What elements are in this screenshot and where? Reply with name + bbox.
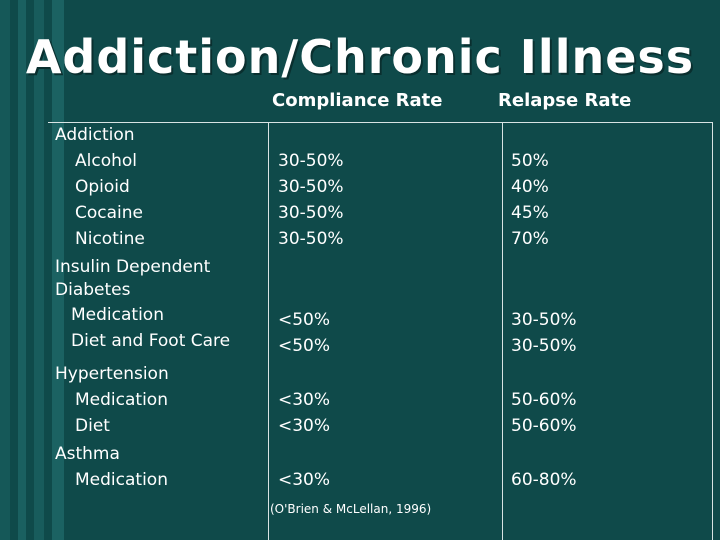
row-label: Diet xyxy=(75,416,110,436)
slide-title: Addiction/Chronic Illness xyxy=(25,30,695,84)
relapse-value: 60-80% xyxy=(511,470,577,490)
compliance-value: <30% xyxy=(278,470,331,490)
relapse-value: 50% xyxy=(511,151,549,171)
compliance-value: 30-50% xyxy=(278,151,344,171)
compliance-value: 30-50% xyxy=(278,229,344,249)
column-divider xyxy=(268,122,269,540)
compliance-value: 30-50% xyxy=(278,177,344,197)
compliance-values-hypertension: <30% <30% xyxy=(278,387,330,439)
table-group-addiction: Addiction Alcohol Opioid Cocaine Nicotin… xyxy=(55,122,145,252)
group-label: Diabetes xyxy=(55,280,131,300)
group-label: Insulin Dependent xyxy=(55,257,211,277)
relapse-value: 45% xyxy=(511,203,549,223)
table-group-asthma: Asthma Medication xyxy=(55,441,168,493)
row-label: Alcohol xyxy=(75,151,137,171)
table-group-diabetes: Insulin Dependent Diabetes xyxy=(55,256,210,302)
diabetes-rows: Medication Diet and Foot Care xyxy=(71,302,230,354)
column-divider xyxy=(502,122,503,540)
relapse-value: 50-60% xyxy=(511,390,577,410)
compliance-value: <30% xyxy=(278,416,331,436)
compliance-value: <30% xyxy=(278,390,331,410)
column-header-compliance: Compliance Rate xyxy=(272,90,443,111)
row-label: Medication xyxy=(75,470,168,490)
background-stripe xyxy=(34,0,44,540)
relapse-values-diabetes: 30-50% 30-50% xyxy=(511,307,577,359)
table-group-hypertension: Hypertension Medication Diet xyxy=(55,361,169,439)
group-label: Asthma xyxy=(55,444,120,464)
relapse-value: 30-50% xyxy=(511,336,577,356)
column-header-relapse: Relapse Rate xyxy=(498,90,632,111)
group-label: Hypertension xyxy=(55,364,169,384)
row-label: Diet and Foot Care xyxy=(71,331,231,351)
column-divider xyxy=(712,122,713,540)
compliance-value: 30-50% xyxy=(278,203,344,223)
background-stripe xyxy=(52,0,64,540)
compliance-value: <50% xyxy=(278,336,331,356)
relapse-values-asthma: 60-80% xyxy=(511,467,577,493)
compliance-value: <50% xyxy=(278,310,331,330)
relapse-value: 40% xyxy=(511,177,549,197)
table-top-border xyxy=(48,122,712,123)
row-label: Opioid xyxy=(75,177,130,197)
compliance-values-addiction: 30-50% 30-50% 30-50% 30-50% xyxy=(278,148,344,252)
background-stripe xyxy=(0,0,10,540)
row-label: Medication xyxy=(75,390,168,410)
compliance-values-asthma: <30% xyxy=(278,467,330,493)
relapse-values-addiction: 50% 40% 45% 70% xyxy=(511,148,549,252)
background-stripe xyxy=(18,0,26,540)
row-label: Cocaine xyxy=(75,203,143,223)
relapse-values-hypertension: 50-60% 50-60% xyxy=(511,387,577,439)
group-label: Addiction xyxy=(55,125,135,145)
row-label: Medication xyxy=(71,305,164,325)
row-label: Nicotine xyxy=(75,229,145,249)
compliance-values-diabetes: <50% <50% xyxy=(278,307,330,359)
relapse-value: 30-50% xyxy=(511,310,577,330)
relapse-value: 70% xyxy=(511,229,549,249)
relapse-value: 50-60% xyxy=(511,416,577,436)
citation: (O'Brien & McLellan, 1996) xyxy=(270,502,432,516)
